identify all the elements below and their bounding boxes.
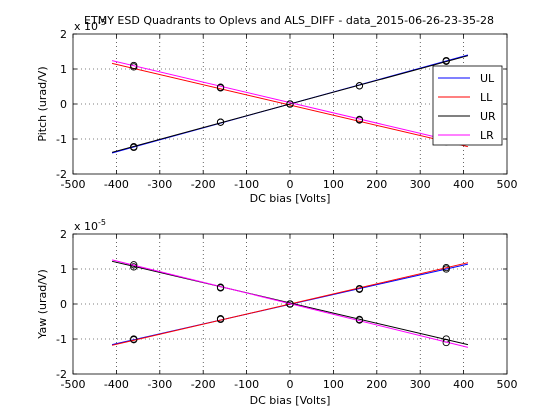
yaw-x-tick-label: -200 — [191, 378, 216, 391]
yaw-series-2-line — [111, 260, 469, 346]
yaw-exponent-label: x 10-5 — [74, 218, 106, 233]
pitch-series-ur-point — [442, 57, 450, 65]
pitch-x-tick-label: -300 — [147, 178, 172, 191]
yaw-panel: -500 -400 -300 -200 -100 0 100 200 300 400 500 -2 -1… — [36, 218, 518, 407]
legend-label-lr: LR — [480, 129, 494, 142]
pitch-series-lr-line — [111, 60, 469, 146]
pitch-series-lr-point — [216, 83, 225, 91]
legend-label-ll: LL — [480, 91, 493, 104]
yaw-y-axis-label: Yaw (urad/V) — [36, 269, 49, 339]
pitch-x-tick-label: -500 — [61, 178, 86, 191]
yaw-x-tick-label: 200 — [366, 378, 387, 391]
pitch-x-tick-label: 300 — [410, 178, 431, 191]
legend-label-ul: UL — [480, 72, 495, 85]
yaw-series-3-line — [111, 259, 469, 348]
pitch-series-lr-point — [130, 61, 138, 70]
yaw-x-tick-label: 400 — [453, 378, 474, 391]
yaw-series-1-point — [355, 284, 364, 293]
yaw-x-tick-label: -500 — [61, 378, 86, 391]
pitch-exponent-label: x 10-5 — [74, 18, 106, 33]
pitch-y-tick-label: 1 — [60, 63, 67, 76]
yaw-series-3-point — [442, 338, 450, 347]
pitch-y-tick-label: 2 — [60, 28, 67, 41]
pitch-x-tick-label: 0 — [287, 178, 294, 191]
pitch-series — [111, 54, 469, 154]
yaw-x-tick-label: 500 — [497, 378, 518, 391]
pitch-x-axis-label: DC bias [Volts] — [250, 192, 331, 205]
pitch-x-tick-label: -200 — [191, 178, 216, 191]
pitch-panel: -500 -400 -300 -200 -100 0 100 200 300 400 500 -2 -1… — [36, 18, 518, 205]
yaw-y-tick-label: 2 — [60, 228, 67, 241]
yaw-series-1-point — [130, 336, 138, 344]
pitch-y-tick-label: 0 — [60, 98, 67, 111]
yaw-series-2-point — [130, 263, 138, 271]
yaw-series-1-point — [216, 315, 225, 324]
pitch-ticks: -500 -400 -300 -200 -100 0 100 200 300 400 500 -2 -1… — [56, 28, 517, 191]
pitch-x-tick-label: -100 — [234, 178, 259, 191]
pitch-y-tick-label: -1 — [56, 133, 67, 146]
yaw-series-3-point — [130, 261, 138, 269]
pitch-series-ur-point — [216, 118, 225, 126]
figure-title: ETMY ESD Quadrants to Oplevs and ALS_DIF… — [84, 14, 494, 27]
yaw-series-3-point — [216, 283, 225, 291]
yaw-x-tick-label: 100 — [323, 378, 344, 391]
pitch-x-tick-label: 200 — [366, 178, 387, 191]
yaw-series-3-point — [286, 300, 294, 308]
pitch-series-ur-point — [130, 143, 138, 151]
yaw-y-tick-label: -1 — [56, 333, 67, 346]
pitch-y-axis-label: Pitch (urad/V) — [36, 66, 49, 141]
yaw-ticks: -500 -400 -300 -200 -100 0 100 200 300 400 500 -2 -1… — [56, 228, 517, 391]
pitch-legend: UL LL UR LR — [432, 65, 503, 146]
yaw-x-tick-label: -300 — [147, 378, 172, 391]
yaw-series-3-point — [355, 316, 364, 324]
yaw-x-tick-label: -100 — [234, 378, 259, 391]
pitch-series-lr-point — [286, 100, 294, 108]
yaw-x-tick-label: -400 — [104, 378, 129, 391]
pitch-x-tick-label: 400 — [453, 178, 474, 191]
yaw-y-tick-label: 1 — [60, 263, 67, 276]
legend-label-ur: UR — [480, 110, 496, 123]
yaw-x-tick-label: 300 — [410, 378, 431, 391]
pitch-x-tick-label: 100 — [323, 178, 344, 191]
pitch-x-tick-label: 500 — [497, 178, 518, 191]
yaw-x-axis-label: DC bias [Volts] — [250, 394, 331, 407]
pitch-series-ur-point — [355, 82, 364, 90]
yaw-series-1-point — [442, 263, 450, 272]
yaw-y-tick-label: 0 — [60, 298, 67, 311]
pitch-x-tick-label: -400 — [104, 178, 129, 191]
pitch-series-ll-line — [111, 62, 469, 148]
legend-box — [432, 65, 503, 146]
yaw-x-tick-label: 0 — [287, 378, 294, 391]
pitch-series-lr-point — [355, 115, 364, 124]
pitch-y-tick-label: -2 — [56, 168, 67, 181]
yaw-series — [111, 259, 469, 348]
pitch-series-ur-line — [111, 55, 469, 153]
yaw-y-tick-label: -2 — [56, 368, 67, 381]
